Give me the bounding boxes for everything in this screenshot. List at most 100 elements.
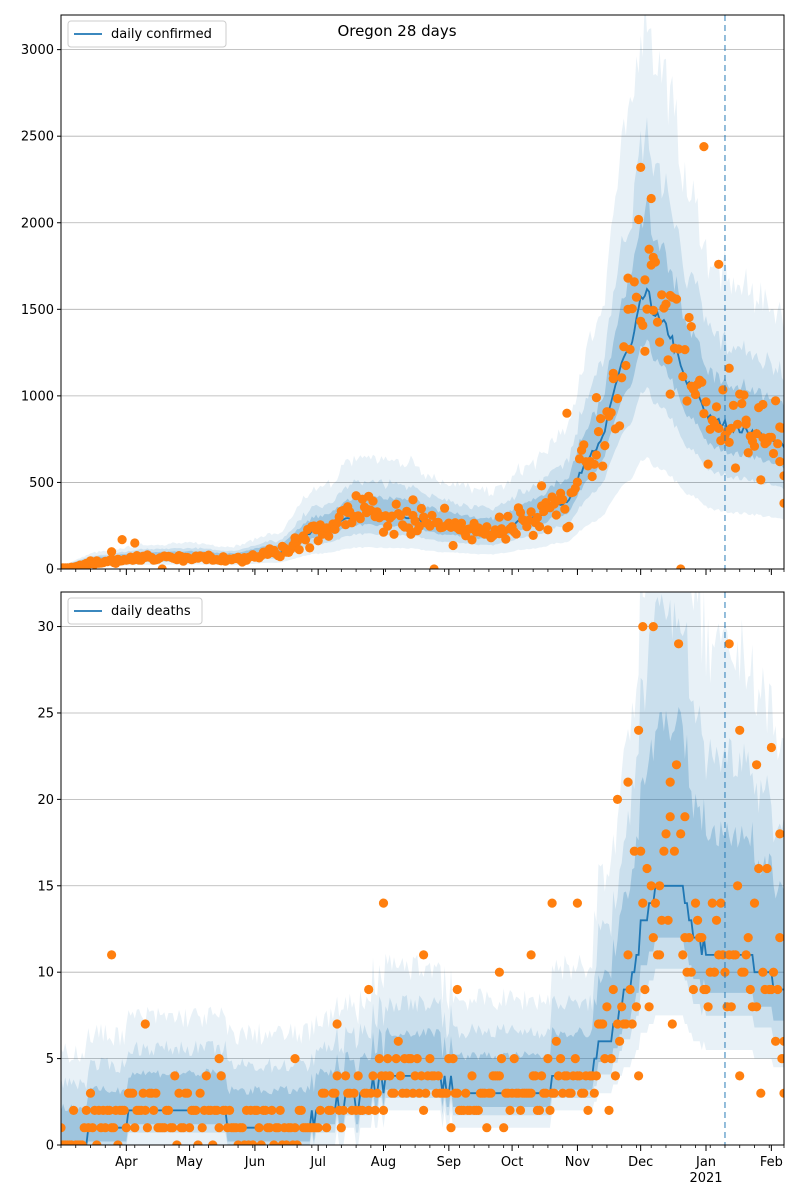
observed-point (482, 522, 492, 532)
observed-point (604, 1105, 614, 1115)
observed-point (674, 639, 684, 649)
observed-point (486, 1088, 496, 1098)
observed-point (638, 320, 648, 330)
observed-point (267, 1105, 277, 1115)
observed-point (707, 898, 717, 908)
observed-point (558, 494, 568, 505)
observed-point (655, 950, 665, 960)
observed-point (615, 421, 625, 431)
deaths-x-axis: Apr May Jun Jul Aug Sep Oct Nov Dec Jan Feb 2021 (60, 1145, 785, 1186)
observed-point (501, 534, 511, 544)
observed-point (617, 1002, 627, 1012)
observed-point (634, 725, 644, 735)
observed-point (77, 1140, 87, 1145)
observed-point (290, 1054, 300, 1064)
observed-point (591, 1071, 602, 1081)
observed-point (290, 1123, 300, 1133)
confirmed-y-axis: 0 500 1000 1500 2000 2500 3000 (21, 43, 61, 578)
observed-point (408, 495, 418, 505)
observed-point (473, 1105, 483, 1115)
observed-point (461, 1088, 471, 1098)
observed-point (693, 915, 703, 925)
observed-point (665, 389, 675, 399)
observed-point (104, 1105, 115, 1115)
y-tick-label: 10 (37, 966, 54, 981)
observed-point (452, 521, 462, 531)
y-tick-label: 1000 (21, 389, 54, 404)
observed-point (629, 846, 639, 856)
observed-point (602, 1002, 612, 1012)
observed-point (766, 742, 777, 753)
observed-point (560, 504, 570, 514)
observed-point (416, 1071, 426, 1081)
observed-point (640, 275, 650, 285)
observed-point (332, 1071, 342, 1081)
observed-point (319, 1088, 330, 1098)
observed-point (383, 1054, 393, 1064)
observed-point (579, 440, 589, 450)
observed-point (534, 522, 545, 532)
observed-point (326, 1105, 336, 1115)
y-tick-label: 3000 (21, 43, 54, 58)
observed-point (551, 1036, 561, 1046)
observed-point (623, 950, 633, 960)
observed-point (225, 1105, 235, 1115)
observed-point (749, 441, 760, 451)
observed-point (140, 1019, 150, 1029)
observed-point (663, 915, 673, 925)
observed-point (117, 535, 127, 545)
observed-point (364, 1105, 374, 1115)
observed-point (771, 396, 781, 406)
observed-point (562, 1071, 572, 1081)
y-tick-label: 15 (37, 879, 54, 894)
x-tick-label: Nov (565, 1155, 591, 1170)
observed-point (667, 1019, 677, 1029)
observed-point (395, 1071, 405, 1081)
observed-point (771, 1036, 781, 1046)
observed-point (204, 552, 214, 562)
observed-point (503, 511, 513, 521)
observed-point (621, 1019, 631, 1029)
observed-point (699, 409, 709, 419)
observed-point (777, 1054, 784, 1064)
y-tick-label: 20 (37, 793, 54, 808)
observed-point (701, 984, 711, 995)
observed-point (749, 898, 760, 908)
observed-point (549, 1088, 559, 1098)
observed-point (505, 1105, 515, 1115)
observed-point (85, 1088, 96, 1098)
observed-point (467, 535, 477, 545)
observed-point (545, 1105, 555, 1115)
observed-point (292, 1140, 302, 1145)
observed-point (537, 1071, 547, 1081)
observed-point (714, 259, 724, 269)
observed-point (330, 1088, 340, 1098)
observed-point (661, 299, 671, 309)
x-tick-label: Dec (628, 1155, 653, 1170)
observed-point (315, 1105, 325, 1115)
observed-point (499, 1123, 509, 1133)
observed-point (448, 1054, 458, 1064)
observed-point (526, 507, 536, 517)
observed-point (655, 337, 665, 347)
observed-point (711, 402, 722, 412)
observed-point (532, 512, 543, 523)
x-tick-label: Apr (115, 1155, 138, 1170)
observed-point (467, 1071, 477, 1081)
observed-point (528, 530, 538, 541)
observed-point (745, 984, 755, 995)
observed-point (421, 1088, 431, 1098)
observed-point (779, 498, 784, 508)
observed-point (452, 1088, 462, 1098)
observed-point (756, 475, 766, 485)
observed-point (678, 371, 688, 382)
observed-point (589, 1088, 599, 1098)
observed-point (385, 1071, 395, 1081)
observed-point (648, 305, 658, 315)
observed-point (737, 399, 747, 409)
observed-point (193, 1140, 203, 1145)
observed-point (566, 1088, 576, 1098)
observed-point (612, 394, 623, 404)
observed-point (646, 193, 656, 204)
